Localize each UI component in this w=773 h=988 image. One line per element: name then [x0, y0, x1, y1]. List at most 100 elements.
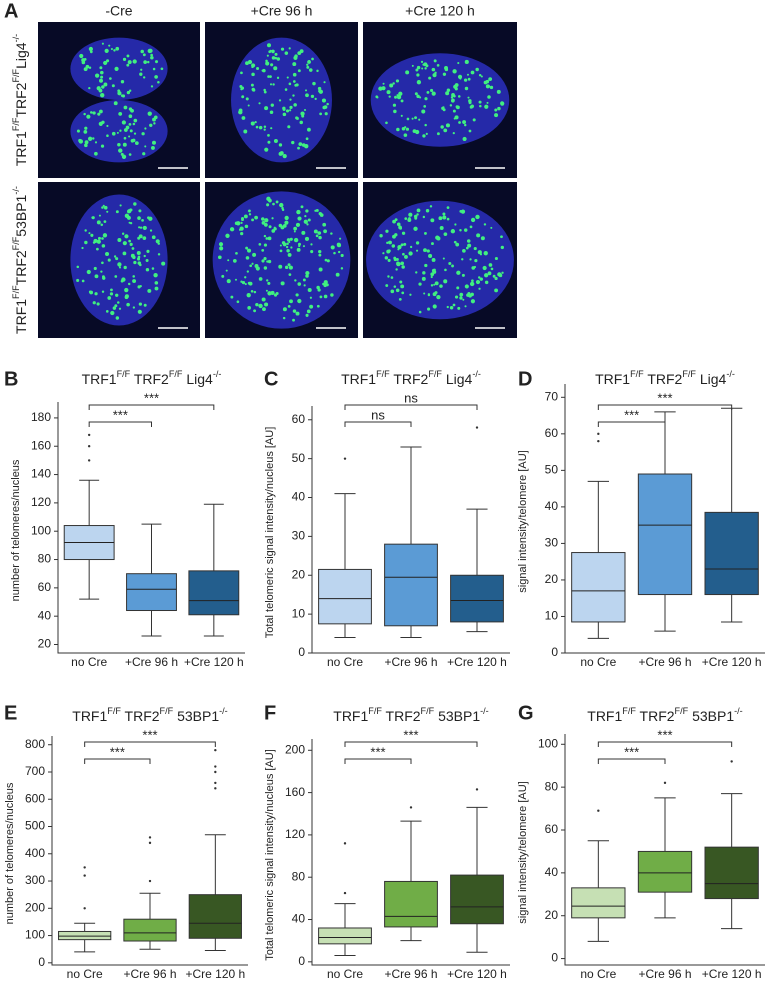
telomere-spot — [414, 92, 418, 96]
telomere-spot — [285, 109, 290, 113]
telomere-spot — [110, 48, 113, 51]
telomere-spot — [292, 94, 295, 97]
y-tick-label: 100 — [31, 523, 51, 537]
telomere-spot — [282, 223, 287, 228]
telomere-spot — [275, 291, 279, 295]
telomere-spot — [387, 275, 390, 278]
telomere-spot — [132, 306, 136, 309]
telomere-spot — [138, 302, 143, 306]
telomere-spot — [395, 79, 400, 83]
telomere-spot — [375, 95, 379, 98]
telomere-spot — [120, 94, 124, 97]
telomere-spot — [124, 213, 130, 218]
telomere-spot — [270, 103, 274, 107]
telomere-spot — [270, 127, 273, 130]
telomere-spot — [246, 270, 250, 273]
telomere-spot — [128, 135, 131, 138]
telomere-spot — [108, 44, 111, 47]
telomere-spot — [126, 90, 131, 95]
telomere-spot — [129, 208, 132, 211]
telomere-spot — [101, 244, 106, 248]
telomere-spot — [459, 229, 462, 232]
telomere-spot — [418, 310, 422, 314]
y-axis-label: Total telomeric signal intensity/nucleus… — [264, 427, 276, 639]
telomere-spot — [241, 116, 246, 120]
telomere-spot — [480, 236, 485, 241]
telomere-spot — [400, 114, 403, 117]
telomere-spot — [103, 205, 108, 210]
telomere-spot — [423, 248, 427, 253]
chart-title: TRF1F/F TRF2F/F 53BP1-/- — [587, 706, 742, 723]
telomere-spot — [263, 234, 267, 238]
telomere-spot — [422, 271, 426, 275]
telomere-spot — [434, 71, 437, 75]
telomere-spot — [161, 261, 166, 266]
telomere-spot — [330, 245, 335, 250]
telomere-spot — [149, 229, 153, 232]
telomere-spot — [306, 63, 309, 66]
telomere-spot — [256, 66, 260, 70]
telomere-spot — [384, 256, 389, 260]
telomere-spot — [142, 76, 146, 79]
telomere-spot — [317, 231, 322, 235]
telomere-spot — [416, 73, 420, 77]
y-tick-label: 20 — [292, 567, 306, 581]
telomere-spot — [141, 132, 145, 136]
axis-line — [51, 736, 248, 966]
telomere-spot — [253, 309, 257, 313]
x-tick-label: +Cre 96 h — [384, 967, 437, 981]
column-header: -Cre — [105, 3, 132, 19]
telomere-spot — [458, 121, 461, 124]
telomere-spot — [226, 279, 231, 284]
outlier — [597, 809, 600, 812]
telomere-spot — [302, 245, 305, 248]
telomere-spot — [284, 88, 288, 91]
telomere-spot — [293, 103, 297, 107]
telomere-spot — [247, 306, 252, 310]
y-tick-label: 300 — [25, 873, 45, 887]
telomere-spot — [122, 142, 127, 147]
telomere-spot — [325, 283, 329, 287]
telomere-spot — [217, 255, 222, 260]
telomere-spot — [475, 279, 481, 285]
telomere-spot — [289, 299, 293, 304]
telomere-spot — [147, 288, 152, 293]
text-segment: F/F — [117, 369, 131, 379]
telomere-spot — [443, 232, 448, 237]
telomere-spot — [466, 239, 471, 243]
outlier — [409, 806, 413, 809]
telomere-spot — [403, 133, 408, 137]
outlier — [597, 432, 600, 436]
telomere-spot — [317, 86, 322, 91]
telomere-spot — [335, 272, 340, 277]
telomere-spot — [273, 66, 278, 71]
telomere-spot — [221, 274, 225, 278]
telomere-spot — [274, 52, 278, 56]
y-tick-label: 30 — [545, 536, 559, 550]
telomere-spot — [404, 217, 408, 221]
telomere-spot — [117, 262, 122, 267]
telomere-spot — [400, 261, 405, 266]
text-segment: 53BP1 — [13, 194, 29, 236]
telomere-spot — [282, 316, 286, 320]
telomere-spot — [462, 136, 467, 142]
telomere-spot — [92, 137, 95, 140]
telomere-spot — [294, 54, 298, 58]
telomere-spot — [318, 253, 322, 257]
telomere-spot — [258, 125, 263, 130]
telomere-spot — [293, 226, 298, 231]
telomere-spot — [100, 223, 104, 227]
y-axis-label: Total telomeric signal intensity/nucleus… — [264, 749, 276, 961]
telomere-spot — [379, 234, 383, 238]
telomere-spot — [463, 228, 468, 232]
telomere-spot — [261, 297, 266, 302]
telomere-spot — [86, 269, 91, 275]
telomere-spot — [486, 101, 489, 104]
telomere-spot — [92, 241, 96, 244]
significance-label: *** — [110, 744, 125, 759]
telomere-spot — [81, 246, 84, 250]
telomere-spot — [148, 216, 153, 221]
telomere-spot — [278, 99, 282, 102]
telomere-spot — [476, 233, 481, 238]
